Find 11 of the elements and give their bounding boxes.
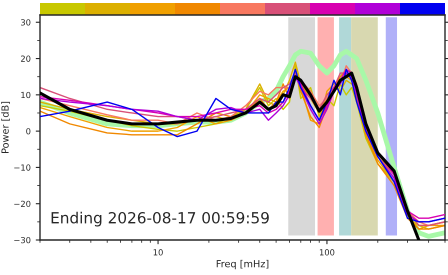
x-axis-title: Freq [mHz] — [216, 260, 268, 270]
y-tick-label: 10 — [21, 92, 30, 98]
y-tick-label: 20 — [20, 56, 30, 62]
y-tick-label: −30 — [14, 236, 30, 244]
y-tick-label: −20 — [14, 200, 30, 207]
x-tick-label: 100 — [320, 249, 334, 256]
y-axis-title: Power [dB] — [1, 102, 10, 153]
y-tick-label: −10 — [14, 164, 30, 171]
annotation: Ending 2026-08-17 00:59:59 — [52, 212, 269, 226]
y-tick-label: 30 — [21, 19, 30, 26]
y-tick-label: 0 — [26, 128, 30, 134]
